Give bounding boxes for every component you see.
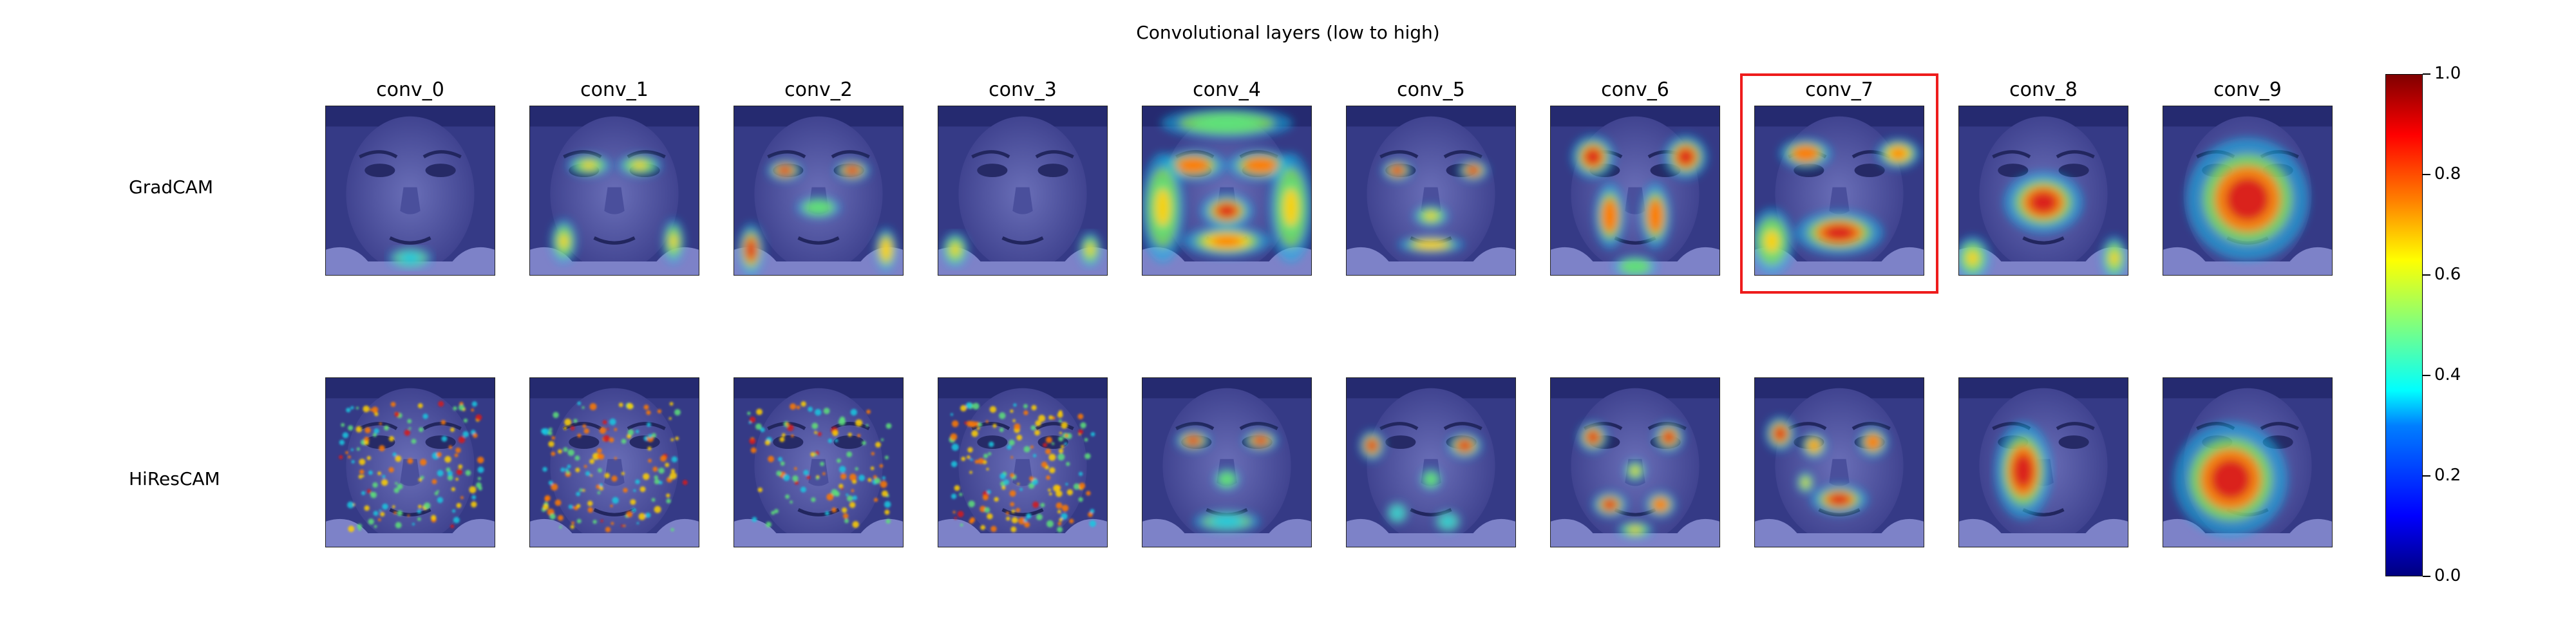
colorbar-tick-mark	[2423, 73, 2430, 75]
colorbar-tick-mark	[2423, 274, 2430, 276]
hirescam-heatmap-conv-5	[1346, 377, 1516, 547]
highlight-box-conv-7	[1740, 73, 1938, 294]
colorbar-tick-label: 0.0	[2434, 566, 2461, 585]
hirescam-heatmap-conv-2	[734, 377, 904, 547]
row-label-gradcam: GradCAM	[129, 176, 214, 198]
hirescam-heatmap-conv-0	[325, 377, 495, 547]
column-title-conv-0: conv_0	[376, 79, 444, 101]
hirescam-heatmap-conv-7	[1754, 377, 1924, 547]
gradcam-heatmap-conv-6	[1550, 106, 1720, 276]
column-title-conv-4: conv_4	[1193, 79, 1261, 101]
column-title-conv-5: conv_5	[1397, 79, 1465, 101]
hirescam-heatmap-conv-8	[1958, 377, 2128, 547]
hirescam-heatmap-conv-4	[1142, 377, 1312, 547]
gradcam-heatmap-conv-7	[1754, 106, 1924, 276]
column-title-conv-3: conv_3	[989, 79, 1057, 101]
gradcam-heatmap-conv-3	[938, 106, 1108, 276]
colorbar-tick-mark	[2423, 576, 2430, 577]
gradcam-heatmap-conv-0	[325, 106, 495, 276]
gradcam-heatmap-conv-5	[1346, 106, 1516, 276]
column-title-conv-9: conv_9	[2213, 79, 2282, 101]
column-title-conv-6: conv_6	[1601, 79, 1669, 101]
colorbar-tick-label: 0.4	[2434, 365, 2461, 384]
row-label-hirescam: HiResCAM	[129, 468, 220, 489]
colorbar-tick-label: 0.8	[2434, 164, 2461, 184]
gradcam-heatmap-conv-9	[2163, 106, 2333, 276]
column-title-conv-2: conv_2	[784, 79, 853, 101]
hirescam-heatmap-conv-6	[1550, 377, 1720, 547]
colorbar-tick-label: 1.0	[2434, 64, 2461, 83]
colorbar-tick-mark	[2423, 174, 2430, 175]
column-title-conv-8: conv_8	[2009, 79, 2078, 101]
gradcam-heatmap-conv-8	[1958, 106, 2128, 276]
colorbar-tick-mark	[2423, 375, 2430, 376]
column-title-conv-7: conv_7	[1805, 79, 1873, 101]
column-title-conv-1: conv_1	[580, 79, 649, 101]
colorbar	[2385, 74, 2423, 576]
figure-title: Convolutional layers (low to high)	[1136, 22, 1440, 43]
hirescam-heatmap-conv-1	[529, 377, 699, 547]
gradcam-heatmap-conv-2	[734, 106, 904, 276]
gradcam-heatmap-conv-4	[1142, 106, 1312, 276]
colorbar-tick-label: 0.6	[2434, 265, 2461, 284]
hirescam-heatmap-conv-3	[938, 377, 1108, 547]
colorbar-tick-label: 0.2	[2434, 466, 2461, 485]
hirescam-heatmap-conv-9	[2163, 377, 2333, 547]
colorbar-tick-mark	[2423, 475, 2430, 477]
gradcam-heatmap-conv-1	[529, 106, 699, 276]
